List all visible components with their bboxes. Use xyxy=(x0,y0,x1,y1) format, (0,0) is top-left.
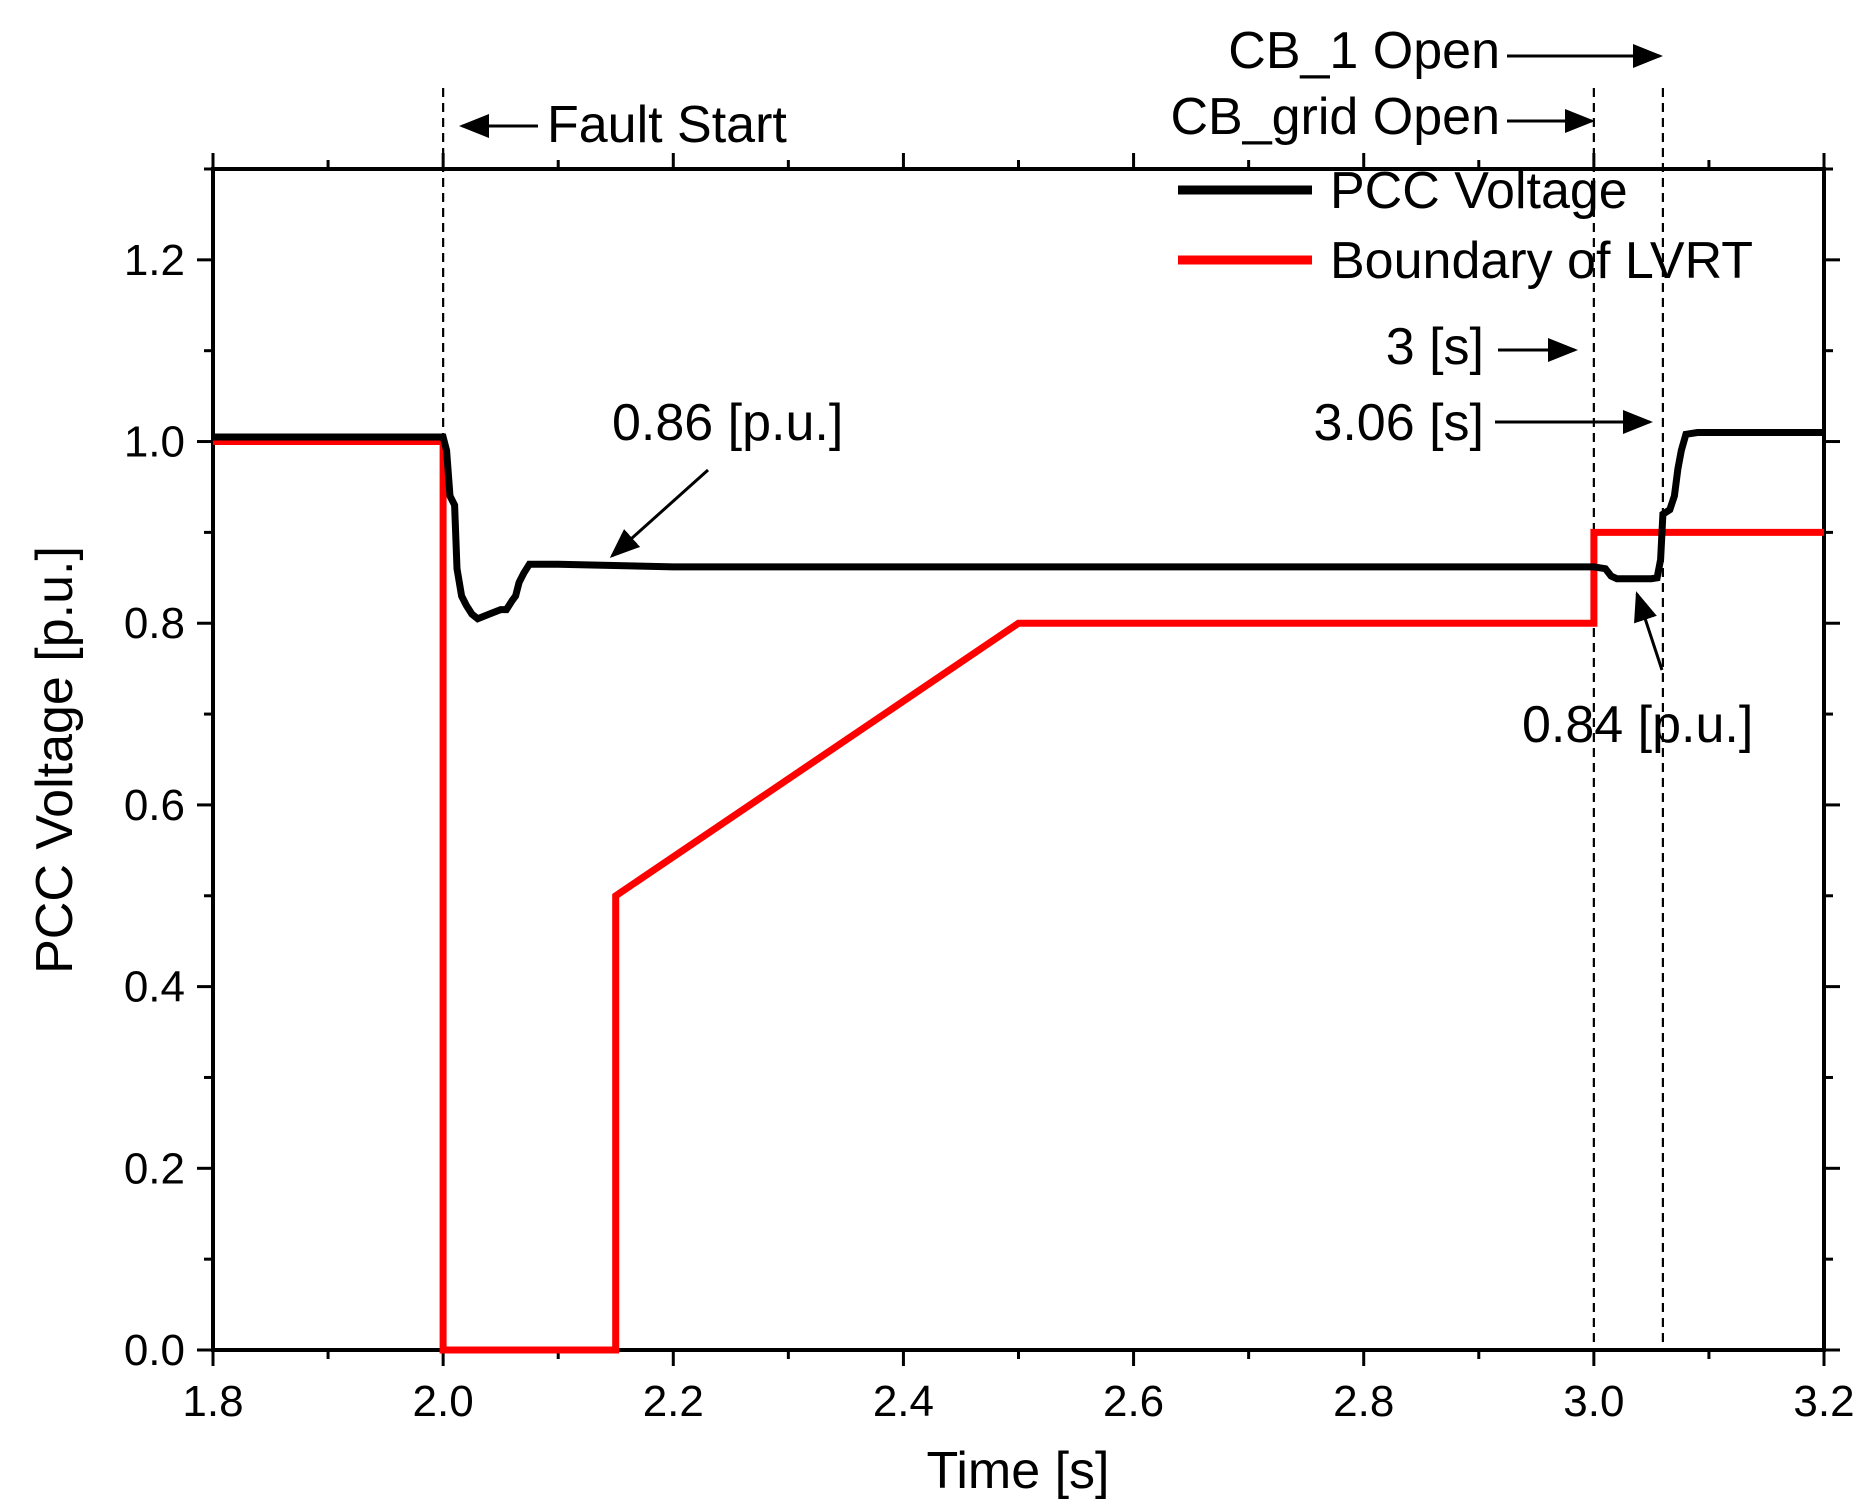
plot-border xyxy=(211,167,1826,1352)
x-axis-title: Time [s] xyxy=(927,1442,1110,1500)
annotation-306s: 3.06 [s] xyxy=(1313,394,1484,452)
plot-frame xyxy=(211,167,1826,1352)
legend: PCC Voltage Boundary of LVRT xyxy=(1178,162,1753,290)
annotation-fault-start: Fault Start xyxy=(547,96,787,154)
x-tick-label: 2.8 xyxy=(1333,1377,1394,1426)
y-tick-label: 1.2 xyxy=(124,236,185,285)
annotation-cbgrid-open: CB_grid Open xyxy=(1170,88,1500,146)
x-tick-label: 2.2 xyxy=(643,1377,704,1426)
annotation-cb1-open: CB_1 Open xyxy=(1228,22,1500,80)
axis-tick-labels: 1.8 2.0 2.2 2.4 2.6 2.8 3.0 3.2 0.0 0.2 0.4 0.6 0.8 1… xyxy=(124,236,1855,1426)
series-line-boundary-of-lvrt xyxy=(213,438,1824,1354)
arrow-086-pu xyxy=(609,468,710,559)
series-line-pcc-voltage xyxy=(213,429,1824,623)
legend-label-pcc-voltage: PCC Voltage xyxy=(1330,162,1628,220)
y-tick-label: 0.6 xyxy=(124,781,185,830)
annotation-084-pu: 0.84 [p.u.] xyxy=(1522,696,1753,754)
annotation-086-pu: 0.86 [p.u.] xyxy=(612,394,843,452)
arrow-084-pu xyxy=(1634,591,1664,671)
y-tick-label: 0.4 xyxy=(124,963,185,1012)
y-tick-label: 0.8 xyxy=(124,599,185,648)
y-tick-label: 1.0 xyxy=(124,418,185,467)
annotations: Fault Start CB_1 Open CB_grid Open 0.86 … xyxy=(459,22,1753,754)
data-series xyxy=(213,429,1824,1354)
y-tick-label: 0.2 xyxy=(124,1144,185,1193)
annotation-3s: 3 [s] xyxy=(1386,318,1484,376)
x-tick-label: 3.2 xyxy=(1793,1377,1854,1426)
x-tick-label: 3.0 xyxy=(1563,1377,1624,1426)
x-tick-label: 2.0 xyxy=(413,1377,474,1426)
y-tick-label: 0.0 xyxy=(124,1326,185,1375)
x-tick-label: 2.4 xyxy=(873,1377,934,1426)
x-tick-label: 2.6 xyxy=(1103,1377,1164,1426)
x-tick-label: 1.8 xyxy=(182,1377,243,1426)
y-axis-title: PCC Voltage [p.u.] xyxy=(26,546,84,974)
legend-label-boundary-lvrt: Boundary of LVRT xyxy=(1330,232,1753,290)
